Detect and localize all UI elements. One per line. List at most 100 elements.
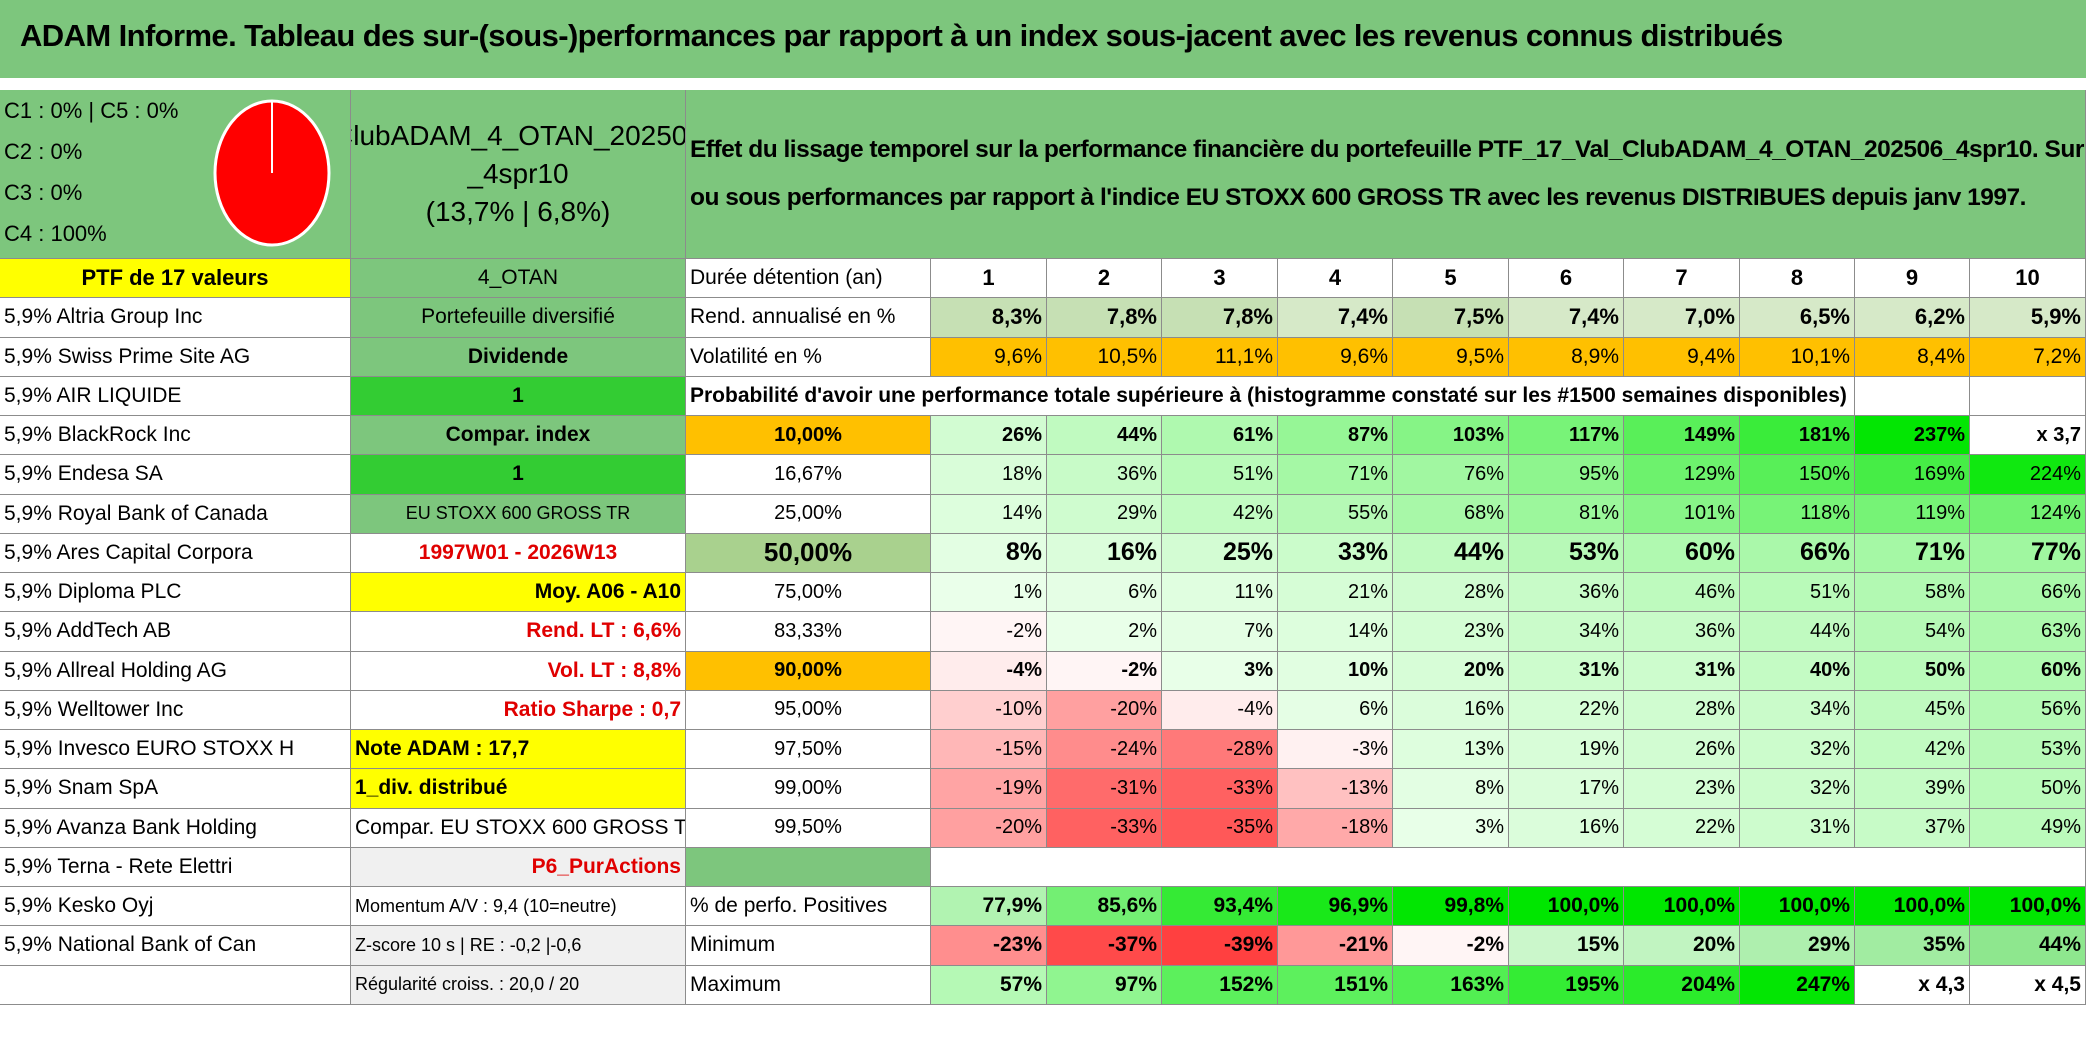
quantile-value[interactable]: 51% [1162,455,1278,495]
volatility-label[interactable]: Volatilité en % [686,337,931,377]
quantile-value[interactable]: 28% [1624,690,1740,730]
quantile-label[interactable]: 50,00% [686,533,931,573]
info-cell[interactable]: Moy. A06 - A10 [351,573,686,613]
holding-row[interactable]: 5,9% Kesko Oyj [0,887,351,927]
return-label[interactable]: Rend. annualisé en % [686,298,931,338]
quantile-value[interactable]: 14% [1278,612,1393,652]
quantile-value[interactable]: 13% [1393,730,1509,770]
volatility-value[interactable]: 9,5% [1393,337,1509,377]
quantile-value[interactable]: 71% [1278,455,1393,495]
year-header[interactable]: 2 [1047,259,1162,299]
quantile-value[interactable]: 63% [1970,612,2086,652]
quantile-label[interactable]: 83,33% [686,612,931,652]
info-cell[interactable]: 1_div. distribué [351,769,686,809]
quantile-value[interactable]: 95% [1509,455,1624,495]
holding-row[interactable]: 5,9% Snam SpA [0,769,351,809]
maximum-value[interactable]: 151% [1278,965,1393,1005]
quantile-value[interactable]: 117% [1509,416,1624,456]
quantile-value[interactable]: 3% [1393,808,1509,848]
info-cell[interactable]: Momentum A/V : 9,4 (10=neutre) [351,887,686,927]
quantile-value[interactable]: 16% [1509,808,1624,848]
holding-row[interactable]: 5,9% AddTech AB [0,612,351,652]
info-cell[interactable]: Z-score 10 s | RE : -0,2 |-0,6 [351,926,686,966]
maximum-value[interactable]: 152% [1162,965,1278,1005]
positive-value[interactable]: 100,0% [1740,887,1855,927]
return-value[interactable]: 7,8% [1047,298,1162,338]
quantile-value[interactable]: 51% [1740,573,1855,613]
year-header[interactable]: 1 [931,259,1047,299]
quantile-value[interactable]: 54% [1855,612,1970,652]
quantile-value[interactable]: 103% [1393,416,1509,456]
quantile-value[interactable]: -4% [931,651,1047,691]
info-cell[interactable]: 4_OTAN [351,259,686,299]
quantile-value[interactable]: 36% [1624,612,1740,652]
volatility-value[interactable]: 11,1% [1162,337,1278,377]
quantile-value[interactable]: -31% [1047,769,1162,809]
holding-row[interactable]: 5,9% Swiss Prime Site AG [0,337,351,377]
quantile-label[interactable]: 99,00% [686,769,931,809]
ptf-header[interactable]: PTF de 17 valeurs [0,259,351,299]
quantile-value[interactable]: 20% [1393,651,1509,691]
year-header[interactable]: 7 [1624,259,1740,299]
minimum-value[interactable]: -21% [1278,926,1393,966]
minimum-value[interactable]: 15% [1509,926,1624,966]
quantile-value[interactable]: 40% [1740,651,1855,691]
info-cell[interactable]: 1 [351,455,686,495]
quantile-value[interactable]: 66% [1970,573,2086,613]
portfolio-name-cell[interactable]: ClubADAM_4_OTAN_202506 _4spr10 (13,7% | 6,… [351,90,686,259]
quantile-value[interactable]: 23% [1393,612,1509,652]
minimum-value[interactable]: -37% [1047,926,1162,966]
quantile-value[interactable]: 46% [1624,573,1740,613]
quantile-value[interactable]: 21% [1278,573,1393,613]
quantile-value[interactable]: 2% [1047,612,1162,652]
quantile-value[interactable]: x 3,7 [1970,416,2086,456]
holding-row[interactable]: 5,9% BlackRock Inc [0,416,351,456]
quantile-value[interactable]: 37% [1855,808,1970,848]
quantile-value[interactable]: 36% [1047,455,1162,495]
quantile-value[interactable]: -3% [1278,730,1393,770]
holding-row[interactable]: 5,9% Endesa SA [0,455,351,495]
quantile-value[interactable]: 68% [1393,494,1509,534]
quantile-value[interactable]: 6% [1278,690,1393,730]
quantile-value[interactable]: 53% [1509,533,1624,573]
positive-value[interactable]: 93,4% [1162,887,1278,927]
quantile-value[interactable]: 55% [1278,494,1393,534]
quantile-value[interactable]: 28% [1393,573,1509,613]
quantile-value[interactable]: 18% [931,455,1047,495]
quantile-value[interactable]: 61% [1162,416,1278,456]
quantile-value[interactable]: -20% [1047,690,1162,730]
quantile-value[interactable]: 181% [1740,416,1855,456]
info-cell[interactable]: Ratio Sharpe : 0,7 [351,690,686,730]
positive-value[interactable]: 100,0% [1855,887,1970,927]
quantile-value[interactable]: 44% [1047,416,1162,456]
maximum-value[interactable]: 57% [931,965,1047,1005]
quantile-value[interactable]: 87% [1278,416,1393,456]
quantile-label[interactable]: 10,00% [686,416,931,456]
minimum-value[interactable]: -2% [1393,926,1509,966]
quantile-value[interactable]: 36% [1509,573,1624,613]
minimum-value[interactable]: 44% [1970,926,2086,966]
quantile-value[interactable]: 49% [1970,808,2086,848]
holding-row[interactable]: 5,9% Invesco EURO STOXX H [0,730,351,770]
quantile-value[interactable]: 39% [1855,769,1970,809]
quantile-label[interactable]: 97,50% [686,730,931,770]
quantile-value[interactable]: -33% [1047,808,1162,848]
quantile-value[interactable]: 50% [1855,651,1970,691]
quantile-value[interactable]: 1% [931,573,1047,613]
minimum-value[interactable]: 20% [1624,926,1740,966]
quantile-label[interactable]: 16,67% [686,455,931,495]
quantile-value[interactable]: 33% [1278,533,1393,573]
maximum-value[interactable]: 163% [1393,965,1509,1005]
quantile-value[interactable]: 66% [1740,533,1855,573]
minimum-value[interactable]: -39% [1162,926,1278,966]
quantile-value[interactable]: 149% [1624,416,1740,456]
info-cell[interactable]: EU STOXX 600 GROSS TR [351,494,686,534]
quantile-value[interactable]: -33% [1162,769,1278,809]
quantile-value[interactable]: 22% [1624,808,1740,848]
holding-row[interactable]: 5,9% Ares Capital Corpora [0,533,351,573]
holding-row[interactable]: 5,9% Altria Group Inc [0,298,351,338]
quantile-value[interactable]: 58% [1855,573,1970,613]
holding-row[interactable]: 5,9% Royal Bank of Canada [0,494,351,534]
quantile-value[interactable]: 6% [1047,573,1162,613]
info-cell[interactable]: P6_PurActions [351,847,686,887]
